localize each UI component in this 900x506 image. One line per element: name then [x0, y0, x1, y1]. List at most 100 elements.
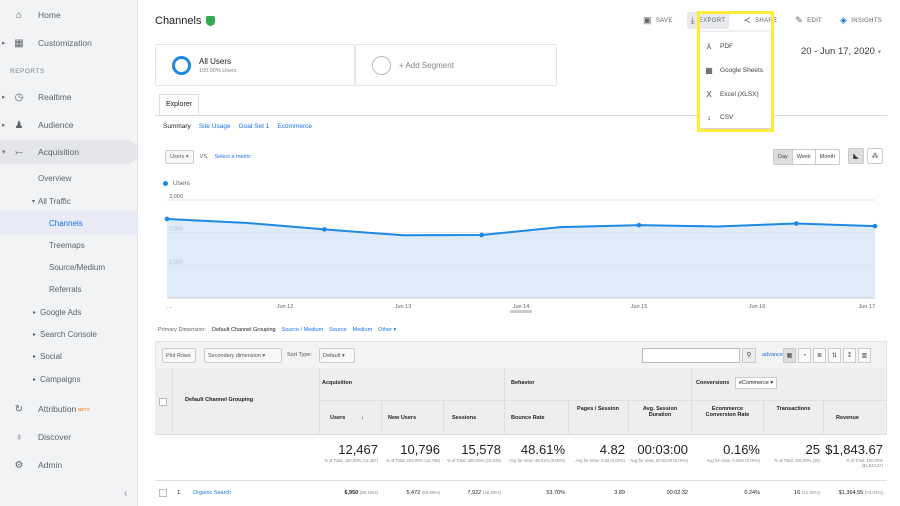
motion-chart-icon[interactable]: ⁂ [867, 148, 883, 164]
dimension-other[interactable]: Other ▾ [378, 327, 397, 333]
column-conversion-rate[interactable]: Ecommerce Conversion Rate [692, 401, 764, 435]
sidebar-item-search-console[interactable]: ▸ Search Console [33, 329, 97, 339]
date-range-picker[interactable]: 20 - Jun 17, 2020 ▾ [801, 46, 882, 57]
pencil-icon: ✎ [795, 15, 804, 25]
sidebar-item-social[interactable]: ▸ Social [33, 351, 62, 361]
total-conversion-rate-sub: Avg for View: 0.16% (0.00%) [706, 458, 760, 463]
sidebar-item-attribution[interactable]: ↻ Attribution BETA [0, 397, 138, 421]
sidebar-item-all-traffic[interactable]: ▾ All Traffic [32, 196, 71, 206]
period-week-button[interactable]: Week [793, 150, 816, 164]
dimension-medium[interactable]: Medium [352, 327, 373, 333]
column-new-users[interactable]: New Users [382, 401, 444, 435]
sidebar-item-treemaps[interactable]: Treemaps [49, 240, 85, 250]
chevron-down-icon: ▾ [877, 49, 882, 56]
subtab-goal-set-1[interactable]: Goal Set 1 [238, 123, 270, 130]
term-cloud-icon[interactable]: ⁑ [843, 348, 856, 363]
acquisition-icon: ⤚ [15, 146, 23, 158]
column-sessions[interactable]: Sessions [444, 401, 505, 435]
total-transactions-sub: % of Total: 100.00% (25) [774, 458, 820, 463]
sidebar-item-customization[interactable]: ▸ ▦ Customization [2, 37, 92, 49]
dimension-source[interactable]: Source [329, 327, 347, 333]
data-point[interactable] [322, 227, 327, 232]
column-transactions[interactable]: Transactions [764, 401, 824, 435]
sidebar-item-source-medium[interactable]: Source/Medium [49, 262, 106, 272]
sidebar-item-home[interactable]: ⌂ Home [0, 3, 138, 27]
plot-rows-button[interactable]: Plot Rows [162, 348, 196, 363]
data-point[interactable] [794, 221, 799, 226]
sidebar-item-google-ads[interactable]: ▸ Google Ads [33, 307, 82, 317]
row-channel-link[interactable]: Organic Search [193, 490, 232, 496]
sidebar-item-admin[interactable]: ⚙ Admin [0, 453, 138, 477]
collapse-sidebar-icon[interactable]: ‹ [124, 488, 128, 499]
sort-type-dropdown[interactable]: Default ▾ [319, 348, 355, 363]
metric-dropdown[interactable]: Users ▾ [165, 150, 194, 164]
export-button[interactable]: ⤓ EXPORT [686, 12, 730, 29]
table-view-icon[interactable]: ▦ [783, 348, 796, 363]
segment-circle-icon [172, 55, 191, 75]
sidebar-item-realtime[interactable]: ▸ ◷ Realtime [2, 91, 72, 103]
performance-view-icon[interactable]: ≣ [813, 348, 826, 363]
save-button[interactable]: ▣ SAVE [643, 15, 673, 25]
row-checkbox[interactable] [159, 489, 167, 497]
column-users[interactable]: Users ↓ [320, 401, 382, 435]
data-point[interactable] [164, 216, 170, 222]
column-bounce-rate[interactable]: Bounce Rate [505, 401, 569, 435]
totals-row [155, 435, 887, 481]
sidebar-item-overview[interactable]: Overview [38, 173, 72, 183]
column-revenue[interactable]: Revenue [824, 401, 887, 435]
export-google-sheets-item[interactable]: ▦ Google Sheets [705, 66, 764, 75]
sidebar-item-referrals[interactable]: Referrals [49, 284, 82, 294]
chart-resize-handle[interactable] [510, 310, 532, 313]
edit-button[interactable]: ✎ EDIT [795, 15, 823, 25]
data-point[interactable] [479, 232, 484, 238]
secondary-dimension-dropdown[interactable]: Secondary dimension ▾ [204, 348, 282, 363]
sidebar-item-discover[interactable]: ♁ Discover [0, 425, 138, 449]
total-pages-session-sub: Avg for View: 4.82 (0.00%) [575, 458, 625, 463]
table-search-input[interactable] [642, 348, 740, 363]
subtab-ecommerce[interactable]: Ecommerce [277, 123, 313, 130]
select-all-checkbox[interactable] [159, 398, 167, 406]
subtab-summary[interactable]: Summary [163, 123, 191, 130]
x-tick-label: Jun 13 [395, 304, 412, 310]
advanced-filter-link[interactable]: advanced [762, 352, 786, 358]
export-pdf-item[interactable]: ⅄ PDF [706, 42, 733, 51]
add-segment-button[interactable]: + Add Segment [355, 44, 557, 86]
data-point[interactable] [872, 223, 878, 229]
sidebar-item-audience[interactable]: ▸ ♟ Audience [2, 119, 74, 131]
users-area [167, 218, 875, 298]
main-content: Channels ▣ SAVE ⤓ EXPORT ≺ SHARE ✎ EDIT ◈ INS… [138, 0, 900, 506]
conversions-dropdown[interactable]: eCommerce ▾ [734, 377, 778, 389]
select-metric-link[interactable]: Select a metric [214, 154, 251, 160]
sidebar-item-channels[interactable]: Channels [0, 211, 138, 235]
export-csv-item[interactable]: ↓ CSV [707, 113, 734, 122]
sort-arrow-icon: ↓ [360, 415, 364, 421]
comparison-view-icon[interactable]: ⇅ [828, 348, 841, 363]
grouping-header[interactable]: Default Channel Grouping [173, 368, 320, 435]
total-sessions: 15,578 [461, 442, 501, 457]
verified-shield-icon [206, 16, 216, 26]
dimension-source-medium[interactable]: Source / Medium [281, 327, 324, 333]
line-chart-icon[interactable]: ◣ [848, 148, 864, 164]
subtab-site-usage[interactable]: Site Usage [198, 123, 231, 130]
row-duration: 00:02:32 [666, 490, 688, 496]
insights-button[interactable]: ◈ INSIGHTS [840, 15, 882, 25]
period-day-button[interactable]: Day [774, 150, 793, 164]
column-pages-session[interactable]: Pages / Session [569, 401, 629, 435]
export-excel-item[interactable]: X Excel (XLSX) [706, 90, 759, 99]
segment-all-users[interactable]: All Users 100.00% Users [155, 44, 355, 86]
clock-icon: ◷ [14, 91, 24, 103]
row-users: 6,950 (55.19%) [344, 490, 378, 496]
csv-icon: ↓ [707, 113, 711, 122]
sidebar-item-acquisition[interactable]: ▾ ⤚ Acquisition [0, 140, 138, 164]
row-revenue: $1,364.55 (74.01%) [838, 490, 883, 496]
sidebar-item-campaigns[interactable]: ▸ Campaigns [33, 374, 81, 384]
pie-view-icon[interactable]: ◔ [798, 348, 811, 363]
pivot-view-icon[interactable]: ▥ [858, 348, 871, 363]
column-avg-session-duration[interactable]: Avg. Session Duration [629, 401, 692, 435]
period-month-button[interactable]: Month [819, 154, 836, 160]
home-icon: ⌂ [15, 9, 23, 21]
search-icon[interactable]: ⚲ [742, 348, 756, 363]
tab-explorer[interactable]: Explorer [159, 94, 200, 115]
data-point[interactable] [636, 222, 642, 228]
share-button[interactable]: ≺ SHARE [743, 15, 778, 25]
